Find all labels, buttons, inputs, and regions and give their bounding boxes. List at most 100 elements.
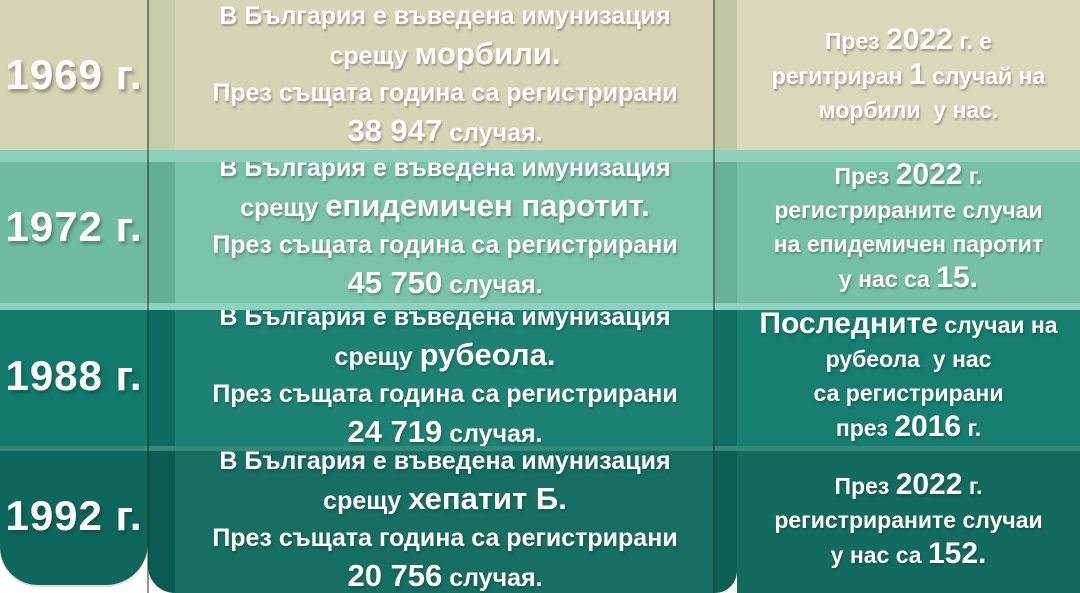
description-text-line: 20 756 случая. bbox=[347, 557, 542, 593]
year-label: 1988 г. bbox=[5, 351, 143, 399]
stats-text-line: са регистрирани bbox=[814, 376, 1004, 410]
text-segment: г. е bbox=[952, 28, 993, 54]
stats-text-line: у нас са 152. bbox=[831, 537, 987, 572]
text-segment: През същата година са регистрирани bbox=[212, 79, 678, 107]
description-column: В България е въведена имунизация срещу мо… bbox=[175, 0, 715, 593]
description-cell: В България е въведена имунизация срещу еп… bbox=[175, 150, 715, 304]
stats-text-line: регитриран 1 случай на bbox=[772, 58, 1045, 93]
right-strip-segment bbox=[715, 447, 737, 593]
text-segment: у нас са bbox=[838, 266, 937, 292]
left-divider-strip bbox=[148, 0, 175, 593]
emphasized-text-segment: епидемичен паротит. bbox=[325, 188, 650, 223]
text-segment: случай на bbox=[925, 63, 1046, 89]
stats-text-line: морбили у нас. bbox=[819, 93, 999, 127]
text-segment: срещу bbox=[329, 42, 415, 70]
year-cell: 1988 г. bbox=[0, 304, 148, 447]
text-segment: г. bbox=[961, 414, 982, 441]
row-separator-highlight bbox=[0, 150, 1080, 162]
emphasized-text-segment: морбили. bbox=[414, 36, 561, 71]
year-label: 1992 г. bbox=[5, 492, 143, 539]
text-segment: През същата година са регистрирани bbox=[212, 231, 678, 259]
right-divider-strip bbox=[715, 0, 737, 593]
description-text-line: През същата година са регистрирани bbox=[212, 75, 677, 112]
description-text-line: През същата година са регистрирани bbox=[212, 520, 677, 557]
right-divider-line bbox=[713, 0, 715, 593]
text-segment: на епидемичен паротит bbox=[773, 231, 1044, 257]
description-text-line: срещу епидемичен паротит. bbox=[240, 187, 650, 227]
description-text-line: срещу хепатит Б. bbox=[323, 480, 567, 520]
text-segment: през bbox=[835, 414, 895, 441]
year-column: 1969 г. 1972 г. 1988 г. 1992 г. bbox=[0, 0, 148, 585]
year-cell: 1972 г. bbox=[0, 150, 148, 304]
emphasized-text-segment: 2016 bbox=[894, 409, 962, 443]
left-divider-line bbox=[147, 0, 149, 593]
text-segment: регистрираните случаи bbox=[774, 197, 1043, 223]
year-label: 1969 г. bbox=[5, 51, 143, 98]
stats-text-line: През 2022 г. bbox=[834, 158, 982, 193]
text-segment: срещу bbox=[334, 342, 420, 371]
year-cell: 1992 г. bbox=[0, 447, 148, 585]
description-text-line: 38 947 случая. bbox=[347, 112, 542, 152]
text-segment: В България е въведена имунизация bbox=[219, 2, 671, 30]
description-text-line: В България е въведена имунизация bbox=[219, 0, 670, 35]
text-segment: срещу bbox=[323, 487, 409, 515]
text-segment: В България е въведена имунизация bbox=[219, 447, 671, 475]
emphasized-text-segment: 152. bbox=[927, 537, 987, 570]
emphasized-text-segment: 2022 bbox=[886, 23, 953, 56]
stats-text-line: регистрираните случаи bbox=[774, 193, 1042, 227]
emphasized-text-segment: хепатит Б. bbox=[408, 481, 567, 516]
emphasized-text-segment: рубеола. bbox=[419, 336, 556, 372]
right-strip-segment bbox=[715, 150, 737, 304]
text-segment: регистрираните случаи bbox=[774, 507, 1043, 533]
text-segment: случая. bbox=[442, 271, 543, 299]
emphasized-text-segment: 45 750 bbox=[347, 265, 443, 300]
stats-text-line: регистрираните случаи bbox=[774, 503, 1042, 537]
text-segment: у нас са bbox=[830, 542, 928, 568]
text-segment: През същата година са регистрирани bbox=[212, 524, 678, 552]
text-segment: морбили у нас. bbox=[818, 97, 999, 123]
text-segment: случая. bbox=[442, 564, 543, 592]
stats-text-line: у нас са 15. bbox=[839, 261, 978, 296]
left-strip-segment bbox=[148, 304, 175, 447]
right-strip-segment bbox=[715, 304, 737, 447]
text-segment: г. bbox=[962, 163, 983, 189]
stats-text-line: рубеола у нас bbox=[826, 342, 992, 376]
text-segment: рубеола у нас bbox=[825, 345, 992, 372]
stats-text-line: Последните случаи на bbox=[759, 307, 1057, 342]
stats-text-line: През 2022 г. е bbox=[825, 23, 992, 58]
text-segment: През същата година са регистрирани bbox=[212, 379, 678, 408]
year-label: 1972 г. bbox=[5, 203, 143, 250]
text-segment: са регистрирани bbox=[813, 379, 1004, 406]
current-stats-cell: През 2022 г. регистрираните случаи на епид… bbox=[737, 150, 1080, 304]
stats-text-line: През 2022 г. bbox=[834, 468, 982, 503]
left-strip-segment bbox=[148, 447, 175, 593]
left-strip-segment bbox=[148, 0, 175, 150]
stats-text-line: през 2016 г. bbox=[836, 410, 981, 445]
text-segment: случая. bbox=[442, 119, 543, 147]
stats-text-line: на епидемичен паротит bbox=[774, 227, 1043, 261]
description-text-line: срещу рубеола. bbox=[335, 336, 556, 376]
current-stats-cell: През 2022 г. е регитриран 1 случай на морб… bbox=[737, 0, 1080, 150]
row-separator-highlight bbox=[0, 446, 1080, 451]
description-text-line: През същата година са регистрирани bbox=[212, 227, 677, 264]
description-text-line: В България е въведена имунизация bbox=[219, 443, 670, 480]
current-stats-column: През 2022 г. е регитриран 1 случай на морб… bbox=[737, 0, 1080, 593]
year-cell: 1969 г. bbox=[0, 0, 148, 150]
description-text-line: 45 750 случая. bbox=[347, 264, 542, 304]
text-segment: срещу bbox=[240, 194, 326, 222]
current-stats-cell: Последните случаи на рубеола у нас са реги… bbox=[737, 304, 1080, 447]
text-segment: През bbox=[834, 163, 896, 189]
description-text-line: 24 719 случая. bbox=[347, 413, 542, 453]
row-separator-highlight bbox=[0, 303, 1080, 310]
text-segment: През bbox=[834, 473, 896, 499]
description-text-line: срещу морбили. bbox=[330, 35, 561, 75]
emphasized-text-segment: 24 719 bbox=[347, 413, 443, 449]
emphasized-text-segment: 38 947 bbox=[347, 113, 443, 148]
description-cell: В България е въведена имунизация срещу хе… bbox=[175, 447, 715, 593]
text-segment: случая. bbox=[442, 419, 543, 448]
emphasized-text-segment: 1 bbox=[908, 58, 926, 91]
emphasized-text-segment: 15. bbox=[936, 261, 979, 294]
text-segment: През bbox=[824, 28, 887, 54]
emphasized-text-segment: 2022 bbox=[895, 158, 963, 191]
